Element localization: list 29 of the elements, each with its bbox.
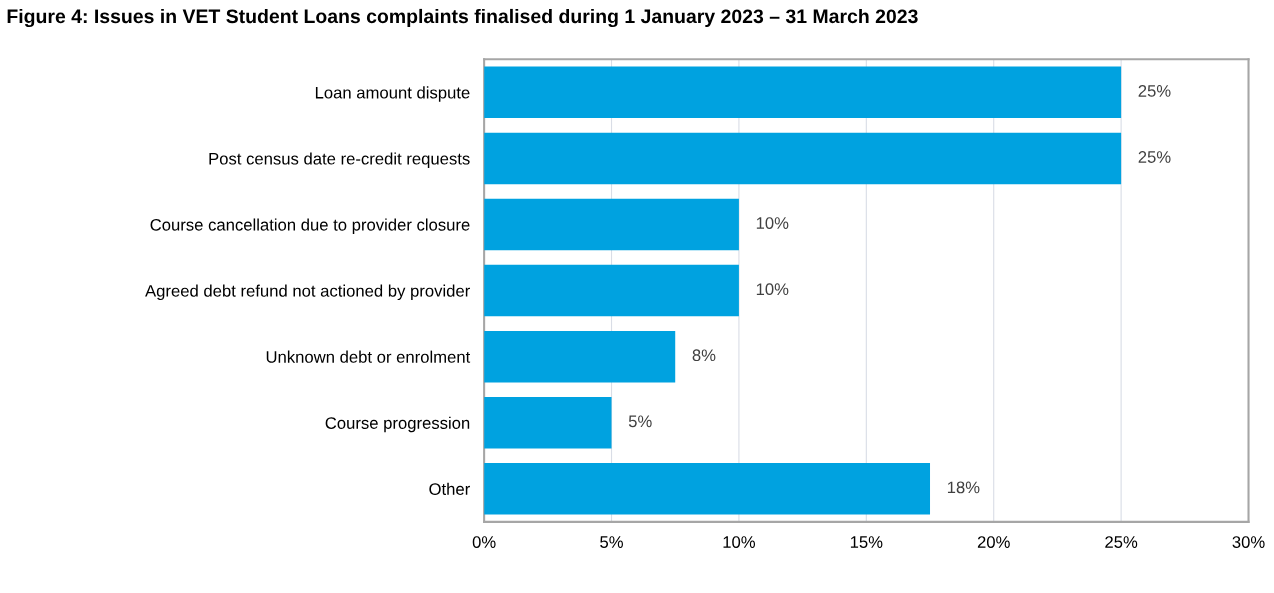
y-tick-label: Course cancellation due to provider closure	[150, 218, 470, 234]
data-label: 10%	[756, 283, 789, 296]
data-label: 5%	[628, 415, 652, 428]
x-tick-label: 25%	[1105, 536, 1138, 548]
y-tick-label: Other	[429, 482, 470, 495]
bar	[484, 132, 1122, 185]
bar	[484, 330, 676, 383]
y-tick-label: Unknown debt or enrolment	[266, 350, 471, 363]
data-label: 25%	[1138, 85, 1171, 97]
y-tick-label: Post census date re-credit requests	[209, 152, 470, 168]
y-tick-label: Agreed debt refund not actioned by provider	[145, 284, 470, 301]
chart-title: Figure 4: Issues in VET Student Loans complaints finalised during 1 January 2023 – 31 March 2023	[7, 8, 918, 28]
x-tick-label: 10%	[723, 536, 756, 548]
x-tick-label: 20%	[977, 536, 1010, 548]
data-label: 10%	[756, 217, 789, 229]
bar	[484, 264, 739, 317]
x-tick-label: 15%	[850, 536, 883, 548]
y-tick-label: Course progression	[325, 416, 470, 433]
bar	[484, 463, 931, 515]
bar	[484, 66, 1122, 119]
x-tick-label: 5%	[600, 536, 623, 548]
data-label: 18%	[947, 481, 980, 494]
y-tick-label: Loan amount dispute	[315, 86, 470, 102]
data-label: 8%	[692, 349, 716, 362]
x-tick-label: 30%	[1232, 536, 1265, 548]
bar	[484, 198, 739, 251]
x-tick-label: 0%	[472, 536, 496, 548]
bar	[484, 396, 612, 449]
data-label: 25%	[1138, 151, 1171, 163]
